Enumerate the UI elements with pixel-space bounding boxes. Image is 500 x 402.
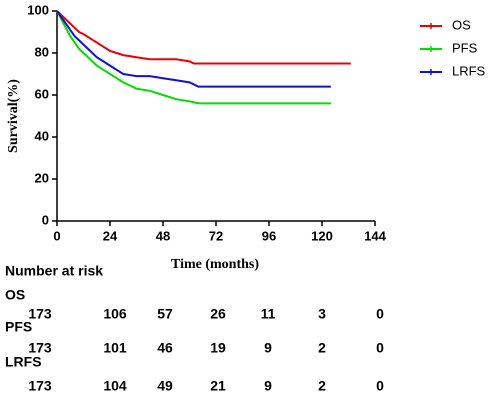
x-tick-label: 144 — [364, 228, 386, 243]
risk-count: 19 — [210, 340, 226, 356]
x-tick-label: 96 — [262, 228, 276, 243]
y-tick-label: 20 — [35, 170, 49, 185]
risk-row-label: LRFS — [5, 354, 42, 370]
risk-count: 104 — [103, 378, 127, 394]
survival-curve — [56, 10, 331, 88]
risk-count: 9 — [264, 378, 272, 394]
risk-count: 11 — [261, 306, 276, 322]
y-tick-label: 40 — [35, 128, 49, 143]
risk-count: 21 — [210, 378, 226, 394]
risk-count: 0 — [376, 340, 384, 356]
risk-count: 0 — [376, 378, 384, 394]
risk-count: 173 — [28, 306, 52, 322]
y-tick-label: 0 — [42, 212, 49, 227]
legend-label: PFS — [452, 40, 478, 55]
risk-count: 2 — [318, 378, 326, 394]
risk-row-label: OS — [5, 287, 25, 303]
risk-count: 101 — [103, 340, 127, 356]
risk-row-label: PFS — [5, 319, 32, 335]
risk-count: 46 — [157, 340, 173, 356]
x-tick-label: 48 — [156, 228, 170, 243]
risk-count: 2 — [318, 340, 326, 356]
risk-count: 9 — [264, 340, 272, 356]
risk-count: 173 — [28, 340, 52, 356]
legend-label: OS — [452, 17, 471, 32]
risk-count: 173 — [28, 378, 52, 394]
risk-count: 49 — [157, 378, 173, 394]
survival-curve — [56, 10, 331, 105]
y-tick-label: 60 — [35, 86, 49, 101]
risk-table-title: Number at risk — [5, 263, 103, 279]
risk-count: 106 — [103, 306, 127, 322]
y-tick-label: 100 — [27, 2, 49, 17]
y-tick-label: 80 — [35, 44, 49, 59]
x-tick-label: 72 — [209, 228, 223, 243]
x-tick-label: 120 — [311, 228, 333, 243]
x-tick-label: 0 — [53, 228, 60, 243]
risk-count: 0 — [376, 306, 384, 322]
x-tick-label: 24 — [103, 228, 118, 243]
survival-curve — [56, 10, 351, 65]
y-axis-label: Survival(%) — [6, 79, 21, 153]
x-axis-label: Time (months) — [171, 257, 259, 272]
legend-label: LRFS — [452, 63, 486, 78]
risk-count: 57 — [157, 306, 173, 322]
risk-count: 26 — [210, 306, 226, 322]
risk-count: 3 — [318, 306, 326, 322]
